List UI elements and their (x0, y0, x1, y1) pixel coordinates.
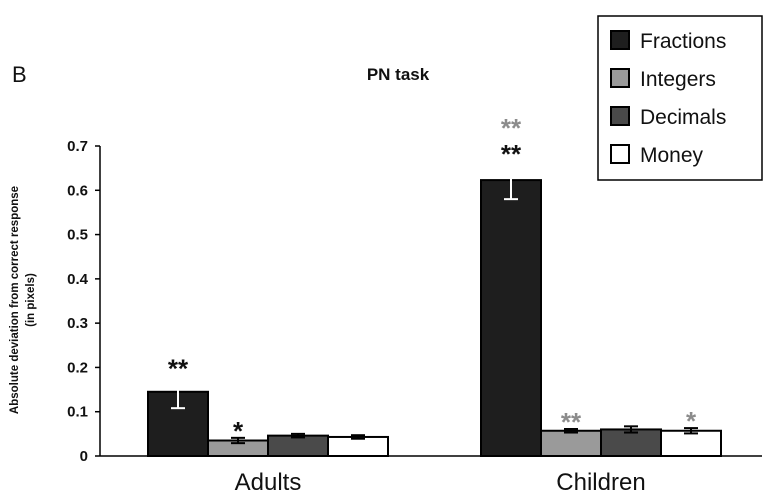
y-tick-label: 0.3 (67, 315, 88, 332)
legend-label-money: Money (640, 144, 704, 167)
significance-marker: ** (501, 139, 522, 169)
error-bars (171, 160, 698, 445)
significance-marker: * (233, 416, 244, 446)
chart-title: PN task (367, 65, 430, 84)
bar-decimals-adults (267, 434, 329, 457)
y-tick-label: 0.5 (67, 227, 88, 244)
significance-marker: ** (501, 113, 522, 143)
y-ticks: 0 0.1 0.2 0.3 0.4 0.5 0.6 0.7 (67, 138, 100, 465)
y-tick-label: 0.4 (67, 271, 89, 288)
y-tick-label: 0.7 (67, 138, 88, 155)
legend-label-fractions: Fractions (640, 30, 726, 53)
legend-swatch-money (610, 144, 630, 164)
x-tick-label-children: Children (556, 469, 645, 495)
bar-money-children (660, 429, 722, 457)
bars (147, 179, 722, 458)
x-tick-labels: Adults Children (235, 469, 646, 495)
significance-marker: * (686, 406, 697, 436)
legend-label-decimals: Decimals (640, 106, 726, 129)
y-axis-label: Absolute deviation from correct response… (9, 186, 37, 414)
panel-label: B (12, 62, 27, 87)
bar-fractions-children (480, 179, 542, 457)
legend-label-integers: Integers (640, 68, 716, 91)
legend-items: Fractions Integers Decimals Money (610, 30, 726, 167)
x-tick-label-adults: Adults (235, 469, 302, 495)
y-tick-label: 0 (80, 448, 88, 465)
significance-annotations: ********* * (168, 113, 697, 446)
bar-money-adults (327, 435, 389, 458)
y-tick-label: 0.1 (67, 404, 88, 421)
y-axis-label-line-2: (in pixels) (25, 273, 37, 327)
legend-swatch-integers (610, 68, 630, 88)
significance-marker: ** (561, 407, 582, 437)
legend: Fractions Integers Decimals Money (597, 15, 763, 181)
legend-swatch-decimals (610, 106, 630, 126)
y-tick-label: 0.6 (67, 182, 88, 199)
legend-swatch-fractions (610, 30, 630, 50)
significance-marker: ** (168, 353, 189, 383)
y-tick-label: 0.2 (67, 359, 88, 376)
y-axis-label-line-1: Absolute deviation from correct response (9, 186, 21, 414)
